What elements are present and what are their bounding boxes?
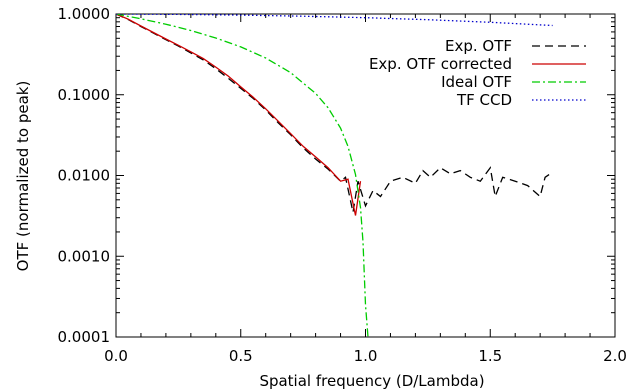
x-axis: 0.0 0.5 1.0 1.5 2.0 bbox=[104, 14, 627, 365]
y-tick-label: 0.0001 bbox=[58, 328, 111, 346]
series-line-tf-ccd bbox=[116, 14, 553, 27]
series-line-exp-otf bbox=[116, 14, 553, 213]
x-tick-label: 0.5 bbox=[229, 347, 253, 365]
y-tick-label: 0.0010 bbox=[58, 247, 111, 265]
y-tick-label: 0.1000 bbox=[58, 86, 111, 104]
x-tick-label: 0.0 bbox=[104, 347, 128, 365]
x-tick-label: 1.5 bbox=[478, 347, 502, 365]
series-line-ideal-otf bbox=[116, 14, 369, 337]
y-tick-label: 1.0000 bbox=[58, 5, 111, 23]
legend-label: Exp. OTF bbox=[445, 37, 512, 55]
legend-label: Exp. OTF corrected bbox=[369, 55, 512, 73]
series-line-exp-otf-corrected bbox=[116, 14, 362, 216]
legend-label: Ideal OTF bbox=[441, 73, 512, 91]
y-axis: 1.0000 0.1000 0.0100 0.0010 0.0001 bbox=[58, 5, 615, 346]
x-axis-title: Spatial frequency (D/Lambda) bbox=[259, 372, 484, 390]
y-tick-label: 0.0100 bbox=[58, 167, 111, 185]
series-layer bbox=[116, 14, 553, 337]
y-axis-title: OTF (normalized to peak) bbox=[14, 81, 32, 272]
plot-frame bbox=[115, 13, 616, 338]
x-tick-label: 1.0 bbox=[354, 347, 378, 365]
x-tick-label: 2.0 bbox=[603, 347, 627, 365]
legend-label: TF CCD bbox=[456, 91, 512, 109]
